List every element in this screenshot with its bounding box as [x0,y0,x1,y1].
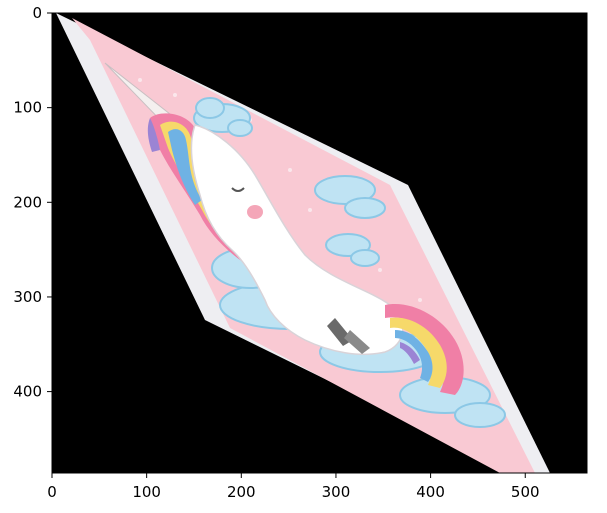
x-tick-label: 300 [322,483,351,501]
x-tick-label: 200 [227,483,256,501]
unicorn-eye [231,187,245,192]
y-tick-label: 100 [13,99,42,117]
y-tick-label: 400 [13,383,42,401]
x-tick-label: 0 [47,483,57,501]
cloud-right-middle [325,233,380,267]
x-tick-label: 400 [416,483,445,501]
x-tick-label: 100 [132,483,161,501]
x-tick-label: 500 [511,483,540,501]
unicorn-tail [385,304,464,395]
unicorn-cheek [247,205,263,219]
y-tick-label: 200 [13,193,42,211]
y-tick-label: 0 [32,4,42,22]
cloud-top [193,97,253,137]
y-tick-label: 300 [13,288,42,306]
y-axis: 0 100 200 300 400 [13,4,52,401]
axes-frame [51,12,588,474]
warped-image [56,13,550,473]
unicorn-mane [147,113,275,270]
cloud-right-upper [314,175,386,219]
unicorn-body [190,124,404,356]
x-axis: 0 100 200 300 400 500 [47,473,540,501]
unicorn-hoof-2 [344,330,370,354]
